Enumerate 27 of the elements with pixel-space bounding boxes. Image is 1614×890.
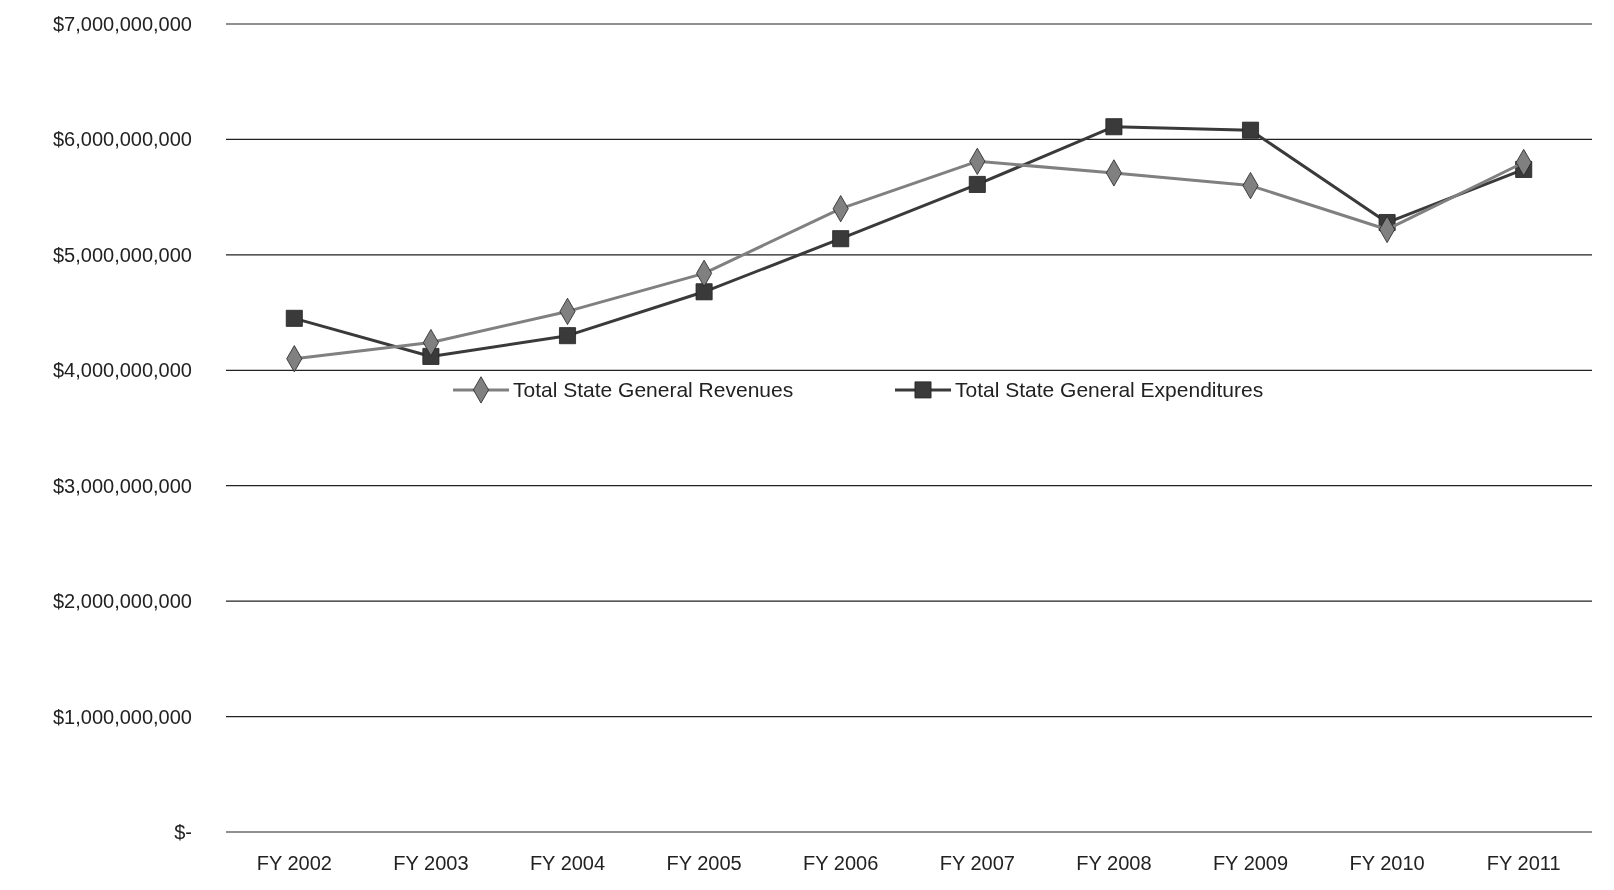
point [1242,121,1259,139]
x-tick-label: FY 2009 [1212,852,1289,874]
x-tick-label: FY 2008 [1076,852,1152,874]
y-tick-label: $7,000,000,000 [52,13,192,35]
legend-label: Total State General Revenues [513,378,794,402]
x-tick-label: FY 2010 [1349,852,1425,874]
x-tick-label: FY 2006 [803,852,879,874]
x-tick-label: FY 2005 [666,852,742,874]
x-tick-label: FY 2011 [1486,852,1561,874]
point [1105,118,1123,136]
x-tick-label: FY 2007 [939,852,1015,874]
x-tick-label: FY 2002 [256,852,332,874]
point [832,230,850,248]
point [695,283,713,301]
y-tick-label: $3,000,000,000 [52,474,192,497]
y-tick-label: $1,000,000,000 [52,705,192,728]
y-tick-label: $4,000,000,000 [52,359,192,382]
point [968,175,986,193]
y-tick-label: $6,000,000,000 [52,128,192,151]
x-tick-label: FY 2003 [393,852,469,874]
y-tick-label: $5,000,000,000 [52,243,192,266]
point [559,327,576,345]
y-tick-label: $2,000,000,000 [52,590,192,613]
x-tick-label: FY 2004 [529,852,606,874]
y-tick-label: $- [174,821,192,843]
point [285,309,303,327]
legend-label: Total State General Expenditures [955,378,1264,402]
